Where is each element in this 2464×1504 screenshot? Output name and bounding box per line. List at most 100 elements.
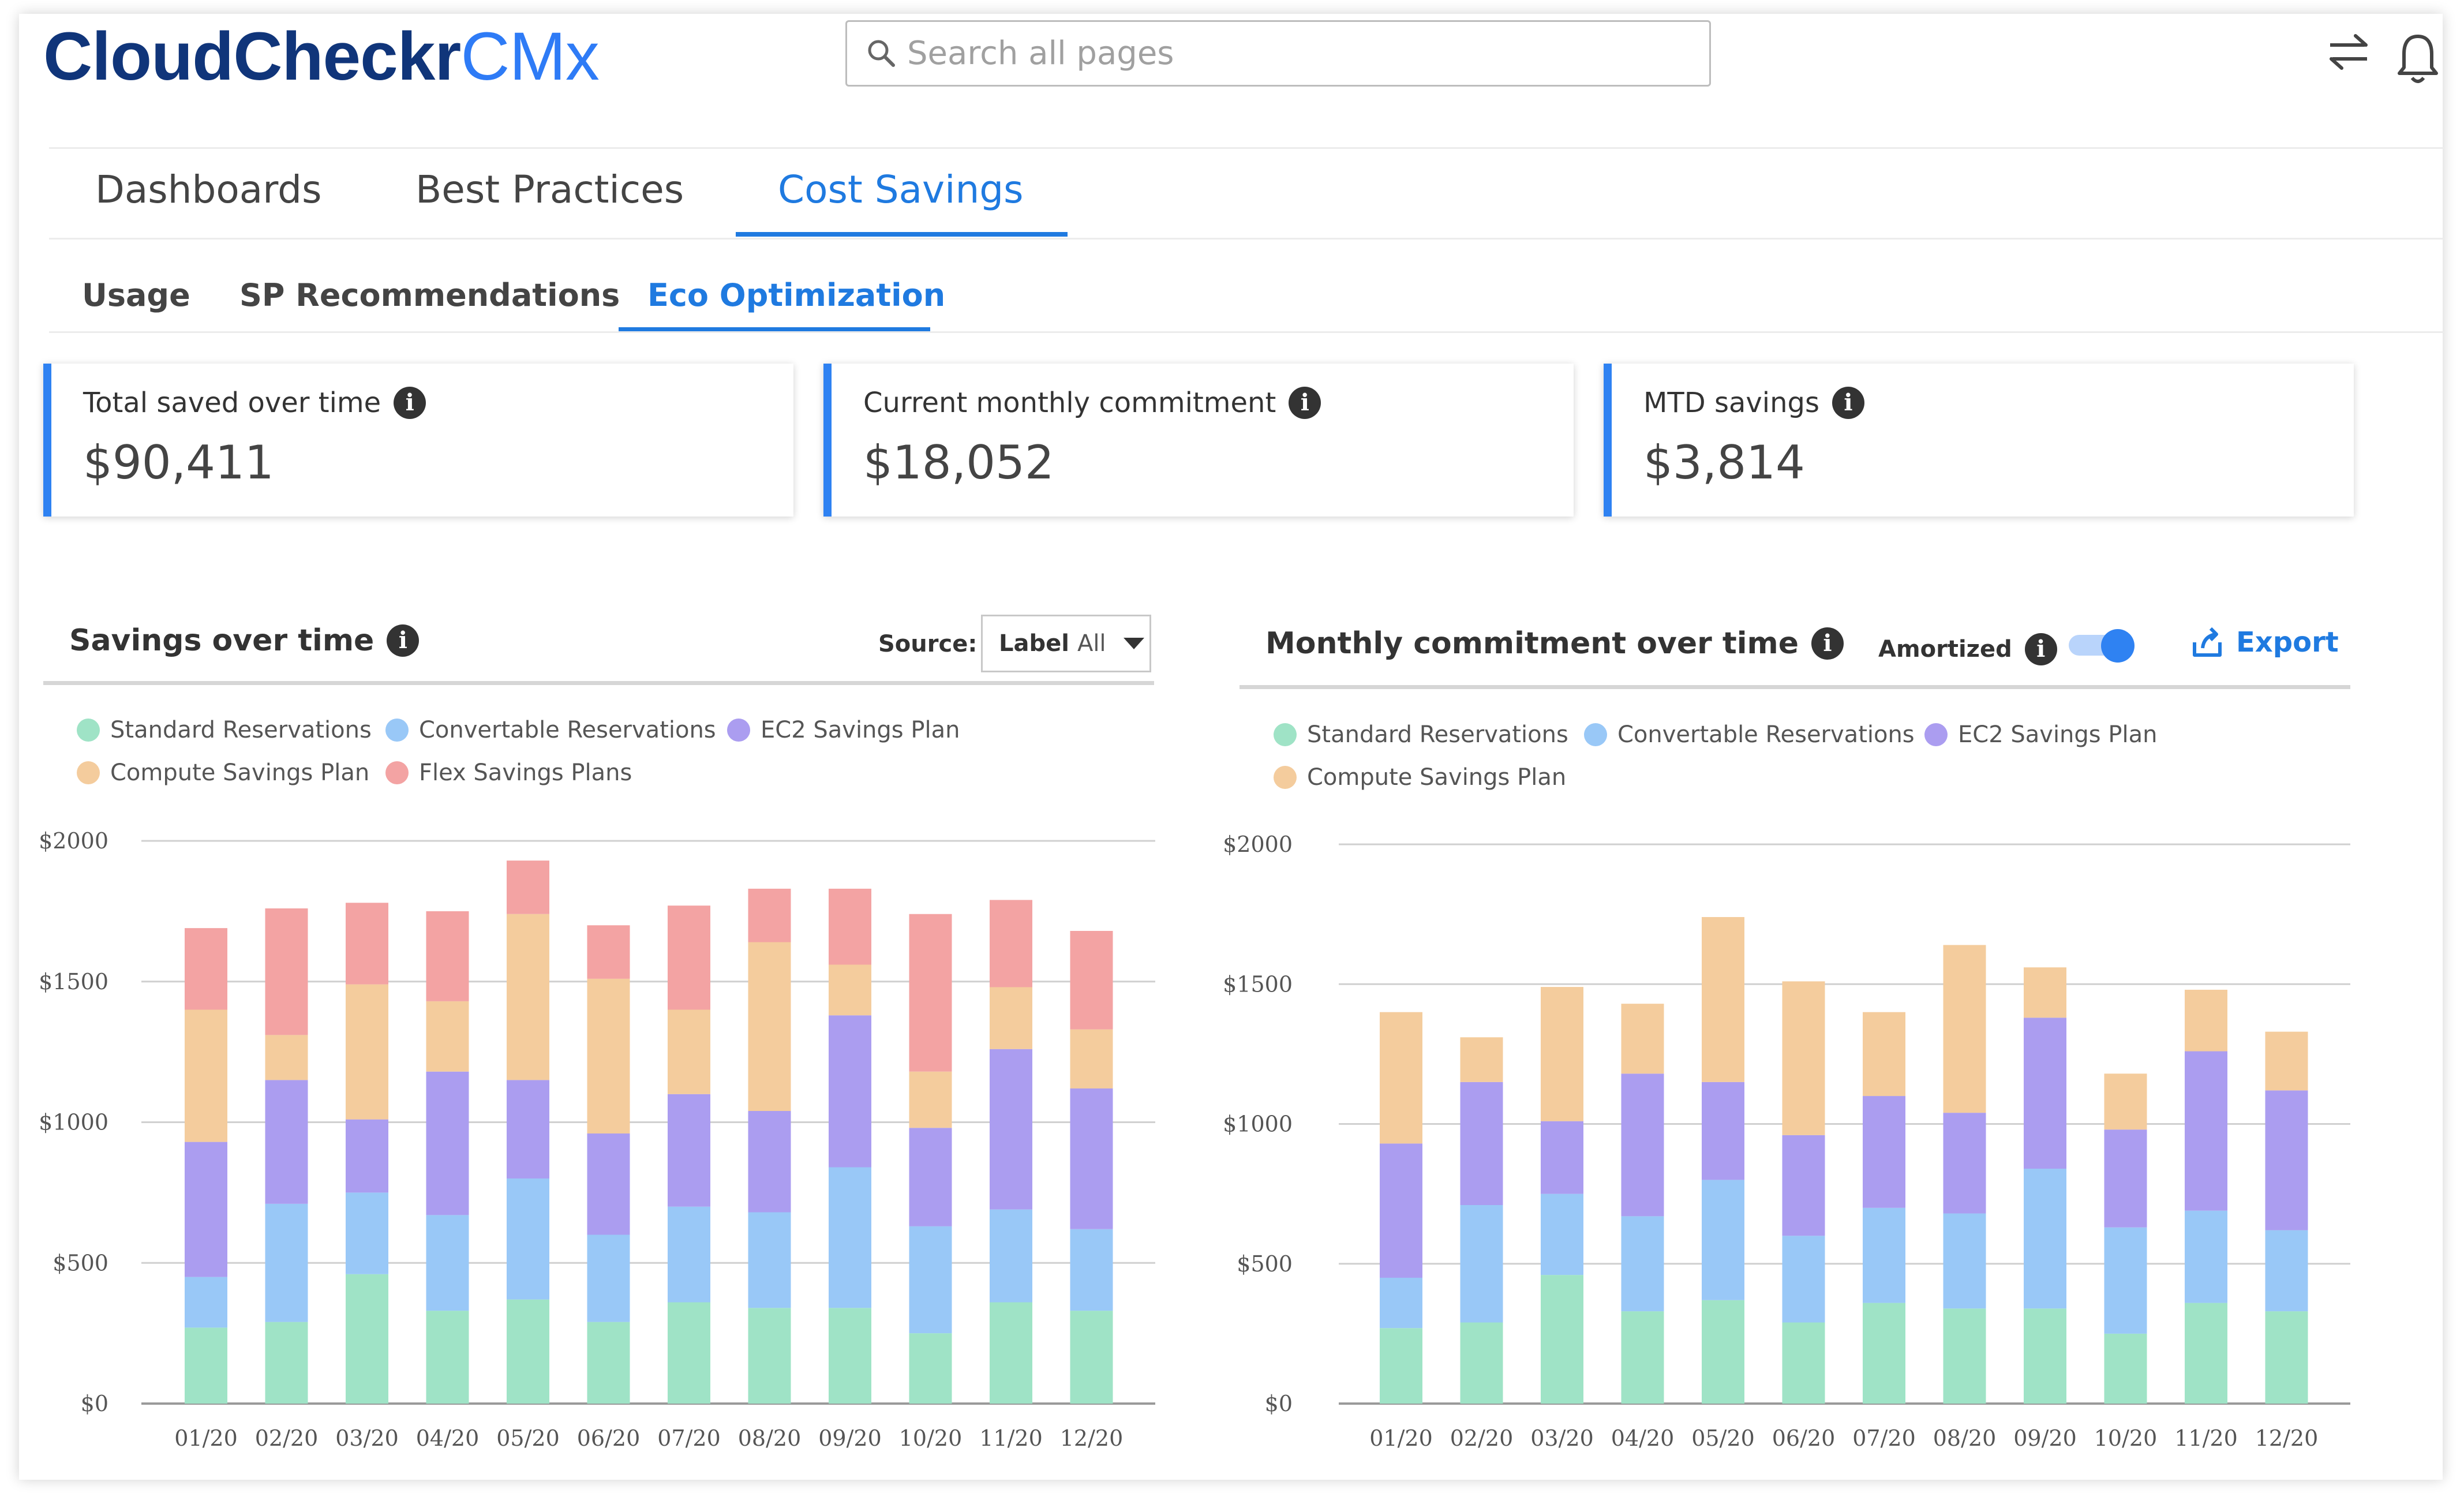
toggle-knob [2101, 629, 2135, 663]
header-divider [49, 147, 2444, 149]
export-label: Export [2236, 626, 2339, 659]
bar-segment [1702, 916, 1744, 1082]
info-icon[interactable]: i [1811, 627, 1844, 660]
legend-ec2-savings-plan[interactable]: EC2 Savings Plan [727, 717, 960, 743]
bar-segment [1621, 1311, 1664, 1404]
kpi-value: $18,052 [863, 436, 1054, 489]
bar-segment [426, 1071, 469, 1215]
logo-sub: CMx [460, 18, 600, 95]
kpi-card-monthly-commitment: Current monthly commitment i $18,052 [823, 364, 1574, 517]
legend-convertable-reservations[interactable]: Convertable Reservations [1584, 721, 1915, 748]
amortized-toggle[interactable] [2069, 629, 2138, 663]
kpi-card-total-saved: Total saved over time i $90,411 [43, 364, 793, 517]
bar-segment [909, 1333, 952, 1404]
switch-arrows-icon[interactable] [2326, 29, 2372, 75]
x-tick-label: 01/20 [174, 1426, 238, 1451]
source-select[interactable]: Label All [981, 615, 1151, 672]
bar-segment [748, 1308, 791, 1404]
bar-segment [346, 903, 388, 985]
legend-standard-reservations[interactable]: Standard Reservations [77, 717, 372, 743]
x-tick-label: 02/20 [255, 1426, 319, 1451]
bar-segment [2185, 1051, 2227, 1211]
bar-segment [1702, 1300, 1744, 1404]
info-icon[interactable]: i [1289, 387, 1321, 419]
bar-segment [507, 861, 549, 914]
bar-segment [426, 1215, 469, 1311]
subtab-eco-optimization[interactable]: Eco Optimization [647, 277, 946, 313]
x-tick-label: 08/20 [1933, 1426, 1997, 1451]
x-tick-label: 02/20 [1450, 1426, 1514, 1451]
bar-segment [1943, 945, 1986, 1113]
legend-flex-savings-plans[interactable]: Flex Savings Plans [385, 760, 632, 786]
y-tick-label: $0 [81, 1391, 108, 1416]
bar-segment [1460, 1082, 1503, 1206]
bar-segment [1460, 1205, 1503, 1323]
legend-dot [77, 761, 100, 784]
bar-segment [1782, 1236, 1825, 1323]
x-tick-label: 09/20 [818, 1426, 882, 1451]
bar-segment [1863, 1096, 1905, 1208]
bar-segment [2104, 1333, 2147, 1404]
search-input[interactable] [906, 34, 1687, 73]
legend-ec2-savings-plan[interactable]: EC2 Savings Plan [1924, 721, 2157, 748]
subtabs-divider [49, 331, 2444, 333]
bar-segment [829, 1015, 871, 1168]
savings-panel-title-wrap: Savings over time i [69, 623, 420, 658]
bar-segment [265, 1203, 308, 1322]
legend-compute-savings-plan[interactable]: Compute Savings Plan [1274, 764, 1566, 791]
bar-segment [1070, 1029, 1113, 1088]
bar-segment [990, 1302, 1032, 1404]
info-icon[interactable]: i [394, 387, 426, 419]
bar-segment [1070, 1311, 1113, 1404]
bar-segment [2185, 1303, 2227, 1404]
bar-segment [1541, 1121, 1583, 1194]
kpi-title: MTD savings [1643, 387, 1820, 419]
info-icon[interactable]: i [2024, 633, 2057, 665]
bar-segment [1943, 1308, 1986, 1404]
bar-segment [265, 1080, 308, 1204]
subtab-usage[interactable]: Usage [82, 277, 190, 313]
x-tick-label: 05/20 [1691, 1426, 1755, 1451]
legend-label: EC2 Savings Plan [761, 717, 960, 743]
bar-segment [1782, 1322, 1825, 1404]
x-tick-label: 12/20 [2255, 1426, 2319, 1451]
x-tick-label: 08/20 [738, 1426, 802, 1451]
savings-panel-divider [43, 681, 1154, 685]
x-tick-label: 04/20 [1611, 1426, 1675, 1451]
bar-segment [1070, 1229, 1113, 1311]
x-tick-label: 06/20 [577, 1426, 641, 1451]
bar-segment [909, 1071, 952, 1128]
tab-cost-savings[interactable]: Cost Savings [778, 167, 1024, 212]
bar-segment [426, 1001, 469, 1072]
tab-dashboards[interactable]: Dashboards [95, 167, 322, 212]
search-box[interactable] [845, 20, 1711, 87]
info-icon[interactable]: i [387, 624, 420, 657]
legend-label: Flex Savings Plans [419, 760, 632, 786]
bar-segment [1621, 1073, 1664, 1217]
active-subtab-indicator [619, 327, 930, 331]
export-button[interactable]: Export [2190, 625, 2339, 660]
bar-segment [1943, 1113, 1986, 1214]
app-logo[interactable]: CloudCheckrCMx [43, 17, 600, 96]
kpi-title-wrap: Current monthly commitment i [863, 387, 1321, 419]
x-tick-label: 11/20 [2174, 1426, 2238, 1451]
bar-segment [1070, 931, 1113, 1030]
bar-segment [1541, 1275, 1583, 1404]
legend-dot [727, 719, 750, 742]
legend-convertable-reservations[interactable]: Convertable Reservations [385, 717, 716, 743]
bar-segment [587, 978, 630, 1133]
bar-segment [668, 1206, 710, 1303]
bell-icon[interactable] [2395, 32, 2441, 87]
bar-segment [1380, 1328, 1422, 1404]
info-icon[interactable]: i [1832, 387, 1865, 419]
bar-segment [587, 1322, 630, 1404]
bar-segment [1541, 1194, 1583, 1275]
legend-standard-reservations[interactable]: Standard Reservations [1274, 721, 1568, 748]
legend-compute-savings-plan[interactable]: Compute Savings Plan [77, 760, 369, 786]
subtab-sp-recommendations[interactable]: SP Recommendations [239, 277, 620, 313]
tab-best-practices[interactable]: Best Practices [415, 167, 684, 212]
amortized-label-wrap: Amortized i [1878, 633, 2057, 665]
bar-segment [829, 888, 871, 965]
chevron-down-icon [1123, 638, 1144, 649]
bar-segment [1863, 1012, 1905, 1097]
